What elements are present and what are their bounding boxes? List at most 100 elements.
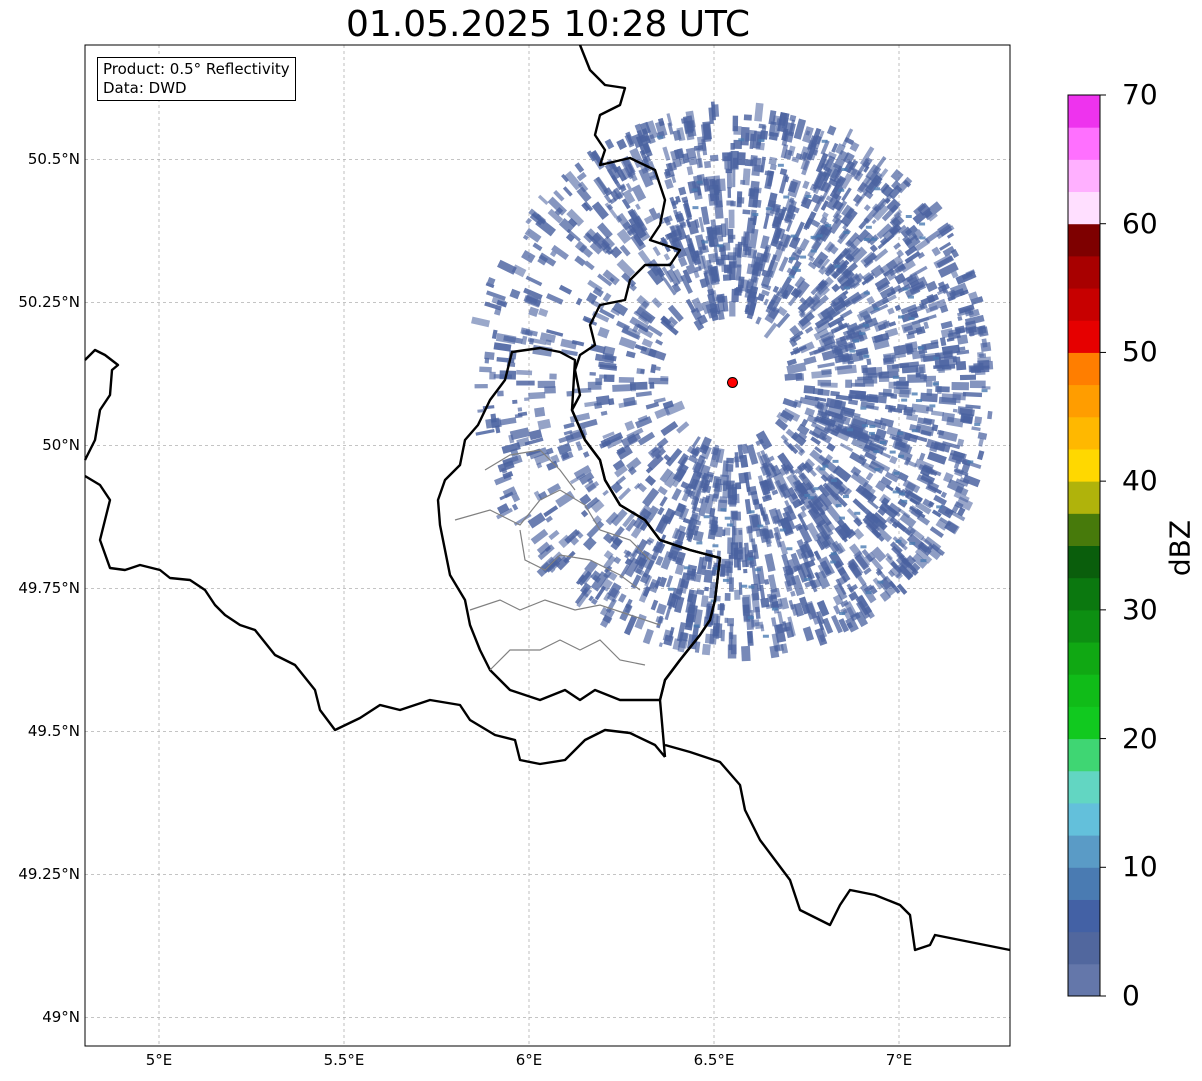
echo-cell xyxy=(946,232,955,239)
echo-cell xyxy=(816,234,823,238)
echo-cell xyxy=(927,451,947,465)
echo-cell xyxy=(794,276,806,289)
echo-cell xyxy=(613,187,624,200)
echo-cell xyxy=(599,606,609,617)
echo-cell xyxy=(703,270,713,290)
echo-cell xyxy=(508,434,515,444)
echo-cell xyxy=(612,459,625,471)
echo-cell xyxy=(493,374,513,379)
echo-cell xyxy=(502,471,514,480)
echo-cell xyxy=(742,168,751,186)
colorbar-segment xyxy=(1068,545,1100,579)
echo-cell xyxy=(792,346,801,355)
echo-cell xyxy=(863,567,872,575)
echo-cell xyxy=(810,193,823,205)
echo-cell xyxy=(755,142,765,151)
echo-cell xyxy=(764,306,780,324)
echo-cell xyxy=(728,209,735,229)
echo-cell xyxy=(638,167,654,188)
echo-cell xyxy=(770,291,781,306)
echo-cell xyxy=(776,411,790,424)
echo-cell xyxy=(574,255,587,267)
echo-cell xyxy=(675,578,686,595)
echo-cell xyxy=(881,184,894,198)
echo-cell xyxy=(696,589,705,596)
echo-cell xyxy=(496,507,513,520)
echo-cell xyxy=(793,118,807,140)
echo-cell xyxy=(860,545,867,549)
echo-cell xyxy=(576,186,592,203)
echo-cell xyxy=(614,465,628,478)
echo-cell xyxy=(830,427,850,442)
echo-cell xyxy=(785,428,799,441)
echo-cell xyxy=(566,228,581,242)
echo-cell xyxy=(848,342,854,349)
echo-cell xyxy=(723,527,731,536)
echo-cell xyxy=(848,561,858,572)
echo-cell xyxy=(630,221,647,240)
echo-cell xyxy=(771,489,779,496)
echo-cell xyxy=(834,364,853,371)
echo-cell xyxy=(857,575,867,587)
echo-cell xyxy=(909,541,916,545)
echo-cell xyxy=(663,278,677,296)
echo-cell xyxy=(779,287,789,296)
colorbar-segment xyxy=(1068,95,1100,128)
echo-cell xyxy=(537,418,552,430)
echo-cell xyxy=(923,209,933,219)
echo-cell xyxy=(696,136,706,145)
echo-cell xyxy=(755,438,764,446)
echo-cell xyxy=(713,482,723,493)
echo-cell xyxy=(781,132,790,147)
echo-cell xyxy=(511,264,527,278)
echo-cell xyxy=(787,616,796,637)
echo-cell xyxy=(664,178,674,190)
echo-cell xyxy=(652,246,661,257)
echo-cell xyxy=(486,290,506,301)
echo-cell xyxy=(557,442,572,455)
echo-cell xyxy=(786,362,807,375)
echo-cell xyxy=(813,135,822,145)
echo-cell xyxy=(663,170,671,179)
echo-cell xyxy=(719,496,728,504)
echo-cell xyxy=(676,456,689,473)
echo-cell xyxy=(853,339,860,343)
echo-cell xyxy=(641,128,652,144)
echo-cell xyxy=(773,526,782,541)
echo-cell xyxy=(644,475,657,487)
echo-cell xyxy=(744,294,759,316)
echo-cell xyxy=(957,315,963,322)
echo-cell xyxy=(889,565,903,579)
echo-cell xyxy=(580,509,589,518)
echo-cell xyxy=(896,380,909,390)
echo-cell xyxy=(634,552,648,567)
lon-label: 5.5°E xyxy=(323,1051,365,1069)
echo-cell xyxy=(824,454,834,464)
echo-cell xyxy=(768,121,777,137)
echo-cell xyxy=(841,128,854,147)
echo-cell xyxy=(879,237,889,246)
echo-cell xyxy=(647,267,664,286)
echo-cell xyxy=(761,289,770,297)
echo-cell xyxy=(722,152,731,162)
echo-cell xyxy=(884,503,901,517)
echo-cell xyxy=(744,291,752,299)
echo-cell xyxy=(852,433,873,446)
echo-cell xyxy=(528,429,543,441)
echo-cell xyxy=(701,643,711,656)
echo-cell xyxy=(686,570,697,582)
echo-cell xyxy=(781,276,792,290)
echo-cell xyxy=(865,366,883,377)
echo-cell xyxy=(871,203,882,213)
echo-cell xyxy=(878,528,893,543)
echo-cell xyxy=(640,300,650,311)
echo-cell xyxy=(867,499,879,510)
echo-cell xyxy=(602,555,617,571)
colorbar-tick-label: 10 xyxy=(1122,850,1158,884)
echo-cell xyxy=(901,499,908,503)
echo-cell xyxy=(606,203,614,211)
echo-cell xyxy=(814,627,828,646)
echo-cell xyxy=(835,259,850,274)
echo-cell xyxy=(554,207,564,216)
echo-cell xyxy=(642,487,660,508)
